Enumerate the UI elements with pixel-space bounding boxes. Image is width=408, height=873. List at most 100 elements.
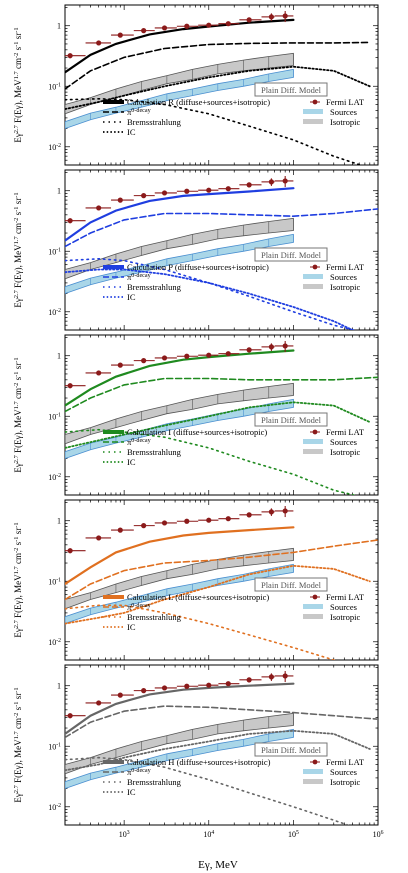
y-axis-label: Eγ2.7 F(Eγ), MeV1.7 cm-2 s-1 sr-1 <box>13 522 24 637</box>
legend-sources-swatch <box>303 274 323 279</box>
fermi-lat-point <box>261 343 275 351</box>
legend-label: Fermi LAT <box>326 757 365 767</box>
legend-label: IC <box>127 127 136 137</box>
legend-label: IC <box>127 622 136 632</box>
model-box: Plain Diff. Model <box>254 577 328 592</box>
y-tick-label: 10-2 <box>48 308 61 317</box>
fermi-lat-point <box>239 347 262 353</box>
fermi-lat-point <box>261 178 275 186</box>
fermi-lat-point <box>154 25 177 31</box>
fermi-lat-point <box>85 205 112 211</box>
fermi-lat-point <box>218 681 240 687</box>
fermi-lat-point <box>133 28 155 34</box>
y-tick-label: 10-2 <box>48 473 61 482</box>
legend-sources-swatch <box>303 109 323 114</box>
fermi-lat-point <box>65 53 86 59</box>
fermi-lat-point <box>198 682 219 688</box>
panel-I: 10-2 10-1 1 Eγ2.7 F(Eγ), MeV1.7 cm-2 s-1 sr… <box>13 334 379 496</box>
x-tick-label: 104 <box>203 830 214 839</box>
legend: Calculation P (diffuse+sources+isotropic… <box>103 262 365 302</box>
y-tick-label: 1 <box>57 682 61 691</box>
legend-label: IC <box>127 292 136 302</box>
plot-frame <box>64 4 379 166</box>
fermi-lat-point <box>154 190 177 196</box>
ic-line <box>65 401 371 449</box>
legend-isotropic-swatch <box>303 284 323 289</box>
plot-frame <box>64 334 379 496</box>
fermi-lat-point <box>111 527 134 533</box>
legend-label: Bremsstrahlung <box>127 447 182 457</box>
fermi-lat-point <box>239 512 262 518</box>
fermi-lat-point <box>274 176 294 188</box>
model-box: Plain Diff. Model <box>254 247 328 262</box>
fermi-lat-point <box>176 188 199 194</box>
y-axis-label: Eγ2.7 F(Eγ), MeV1.7 cm-2 s-1 sr-1 <box>13 357 24 472</box>
legend-label: Sources <box>330 602 357 612</box>
total-line <box>65 187 295 242</box>
fermi-lat-point <box>111 197 134 203</box>
legend-label: Sources <box>330 767 357 777</box>
legend-label: Bremsstrahlung <box>127 282 182 292</box>
legend-isotropic-swatch <box>303 614 323 619</box>
fermi-lat-point <box>198 187 219 193</box>
y-tick-label: 1 <box>57 187 61 196</box>
fermi-lat-point <box>261 508 275 516</box>
fermi-lat-point <box>274 506 294 518</box>
legend-label: Bremsstrahlung <box>127 117 182 127</box>
fermi-lat-point <box>154 685 177 691</box>
fermi-lat-point <box>176 518 199 524</box>
x-tick-label: 106 <box>373 830 384 839</box>
fermi-lat-point <box>274 341 294 353</box>
ic-line <box>65 268 355 330</box>
y-tick-label: 10-1 <box>48 412 61 421</box>
ic-line <box>65 564 371 625</box>
legend-label: π0-decay <box>127 272 152 282</box>
svg-text:Plain Diff. Model: Plain Diff. Model <box>261 580 322 590</box>
fermi-lat-point <box>274 11 294 23</box>
legend: Calculation H (diffuse+sources+isotropic… <box>103 757 365 797</box>
x-tick-label: 105 <box>288 830 299 839</box>
legend-label: Calculation R (diffuse+sources+isotropic… <box>127 97 270 107</box>
y-tick-label: 1 <box>57 352 61 361</box>
fermi-lat-point <box>274 671 294 683</box>
total-line <box>65 526 295 586</box>
fermi-lat-point <box>85 700 112 706</box>
legend-sources-swatch <box>303 439 323 444</box>
pi0-decay-line <box>65 376 378 413</box>
y-tick-label: 1 <box>57 22 61 31</box>
fermi-lat-point <box>85 40 112 46</box>
legend-label: Sources <box>330 437 357 447</box>
fermi-lat-point <box>218 351 240 357</box>
legend-label: Bremsstrahlung <box>127 777 182 787</box>
fermi-lat-point <box>133 358 155 364</box>
legend-label: Fermi LAT <box>326 427 365 437</box>
fermi-lat-point <box>154 355 177 361</box>
legend-label: Fermi LAT <box>326 97 365 107</box>
fermi-lat-point <box>218 186 240 192</box>
plot-frame <box>64 664 379 826</box>
panel-L: 10-2 10-1 1 Eγ2.7 F(Eγ), MeV1.7 cm-2 s-1 sr… <box>13 499 379 661</box>
panels: 10-2 10-1 1 Eγ2.7 F(Eγ), MeV1.7 cm-2 s-1 sr… <box>13 4 384 839</box>
legend-label: Isotropic <box>330 447 360 457</box>
fermi-lat-point <box>154 520 177 526</box>
fermi-lat-point <box>111 32 134 38</box>
legend-sources-swatch <box>303 769 323 774</box>
y-tick-label: 10-1 <box>48 742 61 751</box>
legend-label: π0-decay <box>127 767 152 777</box>
legend-label: Fermi LAT <box>326 262 365 272</box>
legend-isotropic-swatch <box>303 779 323 784</box>
fermi-lat-point <box>198 517 219 523</box>
fermi-lat-point <box>85 535 112 541</box>
model-box: Plain Diff. Model <box>254 412 328 427</box>
total-line <box>65 349 295 407</box>
fermi-lat-point <box>133 688 155 694</box>
legend-isotropic-swatch <box>303 119 323 124</box>
y-axis-label: Eγ2.7 F(Eγ), MeV1.7 cm-2 s-1 sr-1 <box>13 27 24 142</box>
svg-text:Plain Diff. Model: Plain Diff. Model <box>261 250 322 260</box>
pi0-decay-line <box>65 41 371 90</box>
fermi-lat-point <box>65 383 86 389</box>
fermi-lat-point <box>239 182 262 188</box>
model-box: Plain Diff. Model <box>254 82 328 97</box>
svg-text:Plain Diff. Model: Plain Diff. Model <box>261 745 322 755</box>
y-tick-label: 10-2 <box>48 638 61 647</box>
